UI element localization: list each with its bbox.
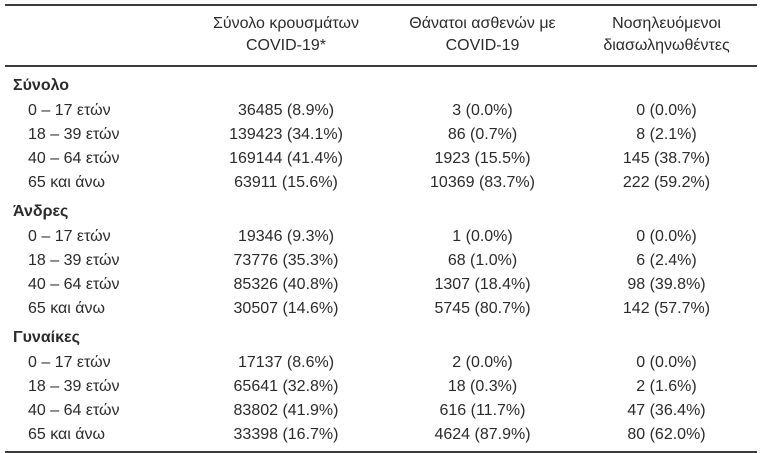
- age-label-s1-r3: 65 και άνω: [28, 300, 106, 317]
- header-deaths: Θάνατοι ασθενών με COVID-19: [389, 13, 576, 57]
- table-header-row: Σύνολο κρουσμάτων COVID-19* Θάνατοι ασθε…: [5, 6, 757, 65]
- intubated-value-s0-r0: 0 (0.0%): [636, 102, 697, 119]
- intubated-value-s0-r2: 145 (38.7%): [622, 150, 711, 167]
- covid-age-sex-table: Σύνολο κρουσμάτων COVID-19* Θάνατοι ασθε…: [5, 4, 757, 453]
- header-empty-cell: [5, 13, 183, 57]
- intubated-value-s2-r0: 0 (0.0%): [636, 354, 697, 371]
- deaths-value-s2-r1: 18 (0.3%): [447, 378, 518, 395]
- deaths-value-s0-r1: 86 (0.7%): [447, 126, 518, 143]
- age-label-s2-r2: 40 – 64 ετών: [28, 402, 120, 419]
- intubated-value-s2-r1: 2 (1.6%): [636, 378, 697, 395]
- header-deaths-line2: COVID-19: [445, 37, 520, 54]
- age-label-s2-r3: 65 και άνω: [28, 426, 106, 443]
- header-intubated-line1: Νοσηλευόμενοι: [612, 15, 721, 32]
- header-divider-rule: [5, 65, 757, 67]
- deaths-value-s2-r0: 2 (0.0%): [452, 354, 513, 371]
- cases-value-s1-r3: 30507 (14.6%): [233, 300, 339, 317]
- cases-value-s2-r1: 65641 (32.8%): [233, 378, 339, 395]
- cases-value-s0-r3: 63911 (15.6%): [234, 174, 338, 191]
- deaths-value-s1-r2: 1307 (18.4%): [434, 276, 531, 293]
- cases-value-s2-r2: 83802 (41.9%): [233, 402, 339, 419]
- intubated-value-s2-r3: 80 (62.0%): [627, 426, 706, 443]
- cases-value-s1-r2: 85326 (40.8%): [233, 276, 339, 293]
- deaths-value-s1-r3: 5745 (80.7%): [434, 300, 531, 317]
- section-label-2: Γυναίκες: [13, 329, 80, 346]
- intubated-value-s0-r1: 8 (2.1%): [636, 126, 697, 143]
- deaths-value-s1-r1: 68 (1.0%): [447, 252, 518, 269]
- header-total-cases-line2: COVID-19*: [245, 37, 327, 54]
- intubated-value-s1-r1: 6 (2.4%): [636, 252, 697, 269]
- age-label-s1-r2: 40 – 64 ετών: [28, 276, 120, 293]
- cases-value-s2-r0: 17137 (8.6%): [237, 354, 335, 371]
- section-label-1: Άνδρες: [13, 203, 69, 220]
- deaths-value-s0-r2: 1923 (15.5%): [434, 150, 531, 167]
- header-total-cases: Σύνολο κρουσμάτων COVID-19*: [183, 13, 389, 57]
- header-intubated: Νοσηλευόμενοι διασωληνωθέντες: [576, 13, 757, 57]
- cases-value-s0-r2: 169144 (41.4%): [229, 150, 343, 167]
- intubated-value-s0-r3: 222 (59.2%): [622, 174, 711, 191]
- intubated-value-s1-r0: 0 (0.0%): [636, 228, 697, 245]
- intubated-value-s1-r2: 98 (39.8%): [627, 276, 706, 293]
- section-label-0: Σύνολο: [13, 77, 70, 94]
- deaths-value-s0-r3: 10369 (83.7%): [430, 174, 535, 191]
- intubated-value-s1-r3: 142 (57.7%): [622, 300, 711, 317]
- deaths-value-s1-r0: 1 (0.0%): [452, 228, 513, 245]
- cases-value-s1-r0: 19346 (9.3%): [237, 228, 335, 245]
- age-label-s0-r3: 65 και άνω: [28, 174, 106, 191]
- deaths-value-s2-r3: 4624 (87.9%): [434, 426, 531, 443]
- cases-value-s1-r1: 73776 (35.3%): [233, 252, 339, 269]
- header-intubated-line2: διασωληνωθέντες: [603, 37, 730, 54]
- header-deaths-line1: Θάνατοι ασθενών με: [409, 15, 556, 32]
- age-label-s1-r1: 18 – 39 ετών: [28, 252, 120, 269]
- age-label-s1-r0: 0 – 17 ετών: [28, 228, 111, 245]
- intubated-value-s2-r2: 47 (36.4%): [627, 402, 706, 419]
- bottom-rule: [5, 451, 757, 453]
- age-label-s2-r0: 0 – 17 ετών: [28, 354, 111, 371]
- deaths-value-s2-r2: 616 (11.7%): [439, 402, 526, 419]
- deaths-value-s0-r0: 3 (0.0%): [452, 102, 513, 119]
- age-label-s0-r2: 40 – 64 ετών: [28, 150, 120, 167]
- cases-value-s0-r0: 36485 (8.9%): [237, 102, 335, 119]
- age-label-s0-r0: 0 – 17 ετών: [28, 102, 111, 119]
- age-label-s0-r1: 18 – 39 ετών: [28, 126, 120, 143]
- header-total-cases-line1: Σύνολο κρουσμάτων: [212, 15, 359, 32]
- cases-value-s2-r3: 33398 (16.7%): [233, 426, 339, 443]
- top-rule: [5, 4, 757, 6]
- cases-value-s0-r1: 139423 (34.1%): [229, 126, 343, 143]
- age-label-s2-r1: 18 – 39 ετών: [28, 378, 120, 395]
- table-body: Σύνολο 0 – 17 ετών 36485 (8.9%) 3 (0.0%) 0 (…: [5, 67, 757, 451]
